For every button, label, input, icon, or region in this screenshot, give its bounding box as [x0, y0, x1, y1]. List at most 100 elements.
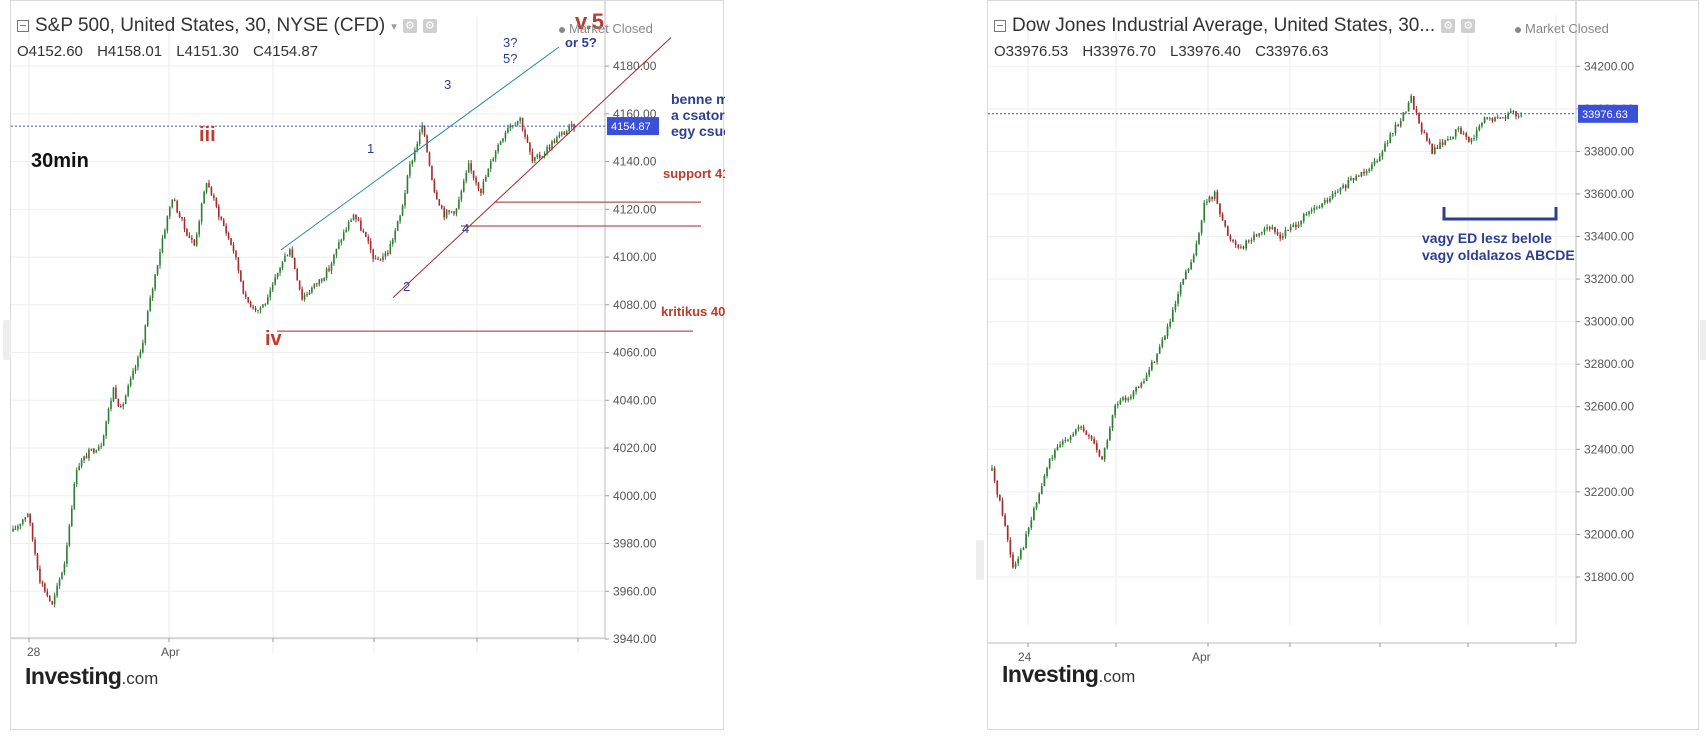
candle-body — [497, 144, 499, 152]
candle-body — [1101, 456, 1103, 460]
candle-body — [1035, 502, 1038, 509]
y-tick-label: 4140.00 — [613, 155, 657, 169]
candle-body — [1145, 375, 1148, 381]
candle-body — [1242, 246, 1245, 249]
candle-body — [257, 309, 259, 311]
candle-body — [480, 188, 482, 194]
candle-body — [244, 293, 247, 297]
dropdown-caret-icon[interactable]: ▾ — [391, 20, 397, 33]
wave-5q-label: 5? — [503, 51, 517, 66]
candle-body — [999, 494, 1001, 501]
candle-body — [1205, 201, 1208, 203]
candle-body — [1496, 117, 1499, 119]
candle-body — [78, 466, 80, 471]
y-tick-label: 33600.00 — [1584, 187, 1634, 201]
candle-body — [276, 272, 279, 278]
candle-body — [120, 406, 122, 408]
candle-body — [1475, 130, 1478, 138]
candle-body — [1420, 123, 1423, 133]
candle-body — [1347, 179, 1350, 189]
candle-body — [80, 460, 83, 467]
candle-body — [335, 248, 338, 255]
candle-body — [551, 141, 553, 149]
note-line-1: benne maradt — [671, 91, 725, 107]
candle-body — [1371, 164, 1373, 170]
gear-icon[interactable]: ⚙ — [422, 19, 437, 33]
candle-body — [475, 177, 477, 183]
or-5-label: or 5? — [565, 35, 597, 50]
note-line-1: vagy ED lesz belole — [1422, 230, 1552, 246]
candle-body — [1232, 239, 1234, 242]
candle-body — [1295, 224, 1297, 228]
sp500-chart-canvas[interactable]: 4180.004160.004140.004120.004100.004080.… — [11, 1, 725, 731]
gear-icon[interactable]: ⚙ — [1441, 19, 1456, 33]
candle-body — [1274, 227, 1276, 233]
candle-body — [347, 221, 350, 230]
candle-body — [1520, 115, 1523, 117]
candle-body — [1190, 262, 1192, 269]
candle-body — [1436, 147, 1439, 149]
candle-body — [166, 216, 169, 231]
candle-body — [470, 163, 472, 171]
candle-body — [448, 210, 450, 212]
candle-body — [1329, 198, 1331, 202]
candle-body — [1061, 441, 1064, 445]
candle-body — [548, 147, 551, 149]
left-resize-handle[interactable] — [3, 320, 11, 360]
candle-body — [107, 408, 110, 422]
candle-body — [499, 141, 502, 145]
candle-body — [391, 239, 394, 245]
candle-body — [502, 138, 504, 142]
candle-body — [433, 180, 436, 193]
candle-body — [129, 378, 132, 386]
low-value: L4151.30 — [176, 43, 239, 60]
candle-body — [146, 311, 149, 326]
candle-body — [235, 251, 237, 258]
candle-body — [1310, 210, 1313, 212]
candle-body — [83, 456, 85, 461]
candle-body — [538, 154, 541, 158]
candle-body — [573, 123, 575, 129]
candle-body — [1352, 178, 1355, 180]
collapse-square-icon[interactable] — [17, 20, 29, 32]
candle-body — [460, 191, 463, 200]
gear-icon[interactable]: ⚙ — [1461, 19, 1476, 33]
candle-body — [110, 400, 112, 409]
candle-body — [463, 181, 465, 192]
candle-body — [1088, 435, 1090, 437]
candle-body — [1019, 549, 1022, 559]
candle-body — [291, 249, 294, 258]
candle-body — [1350, 178, 1352, 180]
candle-body — [328, 268, 330, 271]
candle-body — [546, 147, 548, 154]
candle-body — [203, 191, 205, 204]
splitter-handle[interactable] — [976, 540, 984, 580]
candle-body — [1093, 438, 1096, 444]
dow-chart-panel: 34200.0034000.0033800.0033600.0033400.00… — [987, 0, 1699, 730]
candle-body — [149, 297, 151, 312]
gear-icon[interactable]: ⚙ — [402, 19, 417, 33]
candle-body — [132, 371, 134, 379]
candle-body — [431, 165, 433, 181]
candle-body — [264, 304, 267, 306]
candle-body — [1038, 493, 1041, 503]
candle-body — [1156, 353, 1158, 362]
wave-iii-label: iii — [199, 124, 216, 146]
y-tick-label: 34200.00 — [1584, 59, 1634, 73]
logo-main: Investing — [1002, 661, 1099, 687]
collapse-square-icon[interactable] — [994, 20, 1006, 32]
candle-body — [1308, 211, 1310, 214]
candle-body — [1224, 220, 1227, 227]
candle-body — [173, 200, 176, 202]
candle-body — [1336, 191, 1339, 193]
candle-body — [1363, 171, 1365, 174]
candle-body — [558, 134, 561, 138]
candle-body — [489, 161, 492, 169]
candle-body — [1313, 207, 1316, 211]
candle-body — [1355, 175, 1358, 180]
right-resize-handle[interactable] — [1700, 320, 1706, 360]
chart-header: Dow Jones Industrial Average, United Sta… — [994, 15, 1476, 37]
dow-chart-canvas[interactable]: 34200.0034000.0033800.0033600.0033400.00… — [988, 1, 1700, 731]
candle-body — [1389, 133, 1392, 144]
candle-body — [1423, 132, 1426, 134]
